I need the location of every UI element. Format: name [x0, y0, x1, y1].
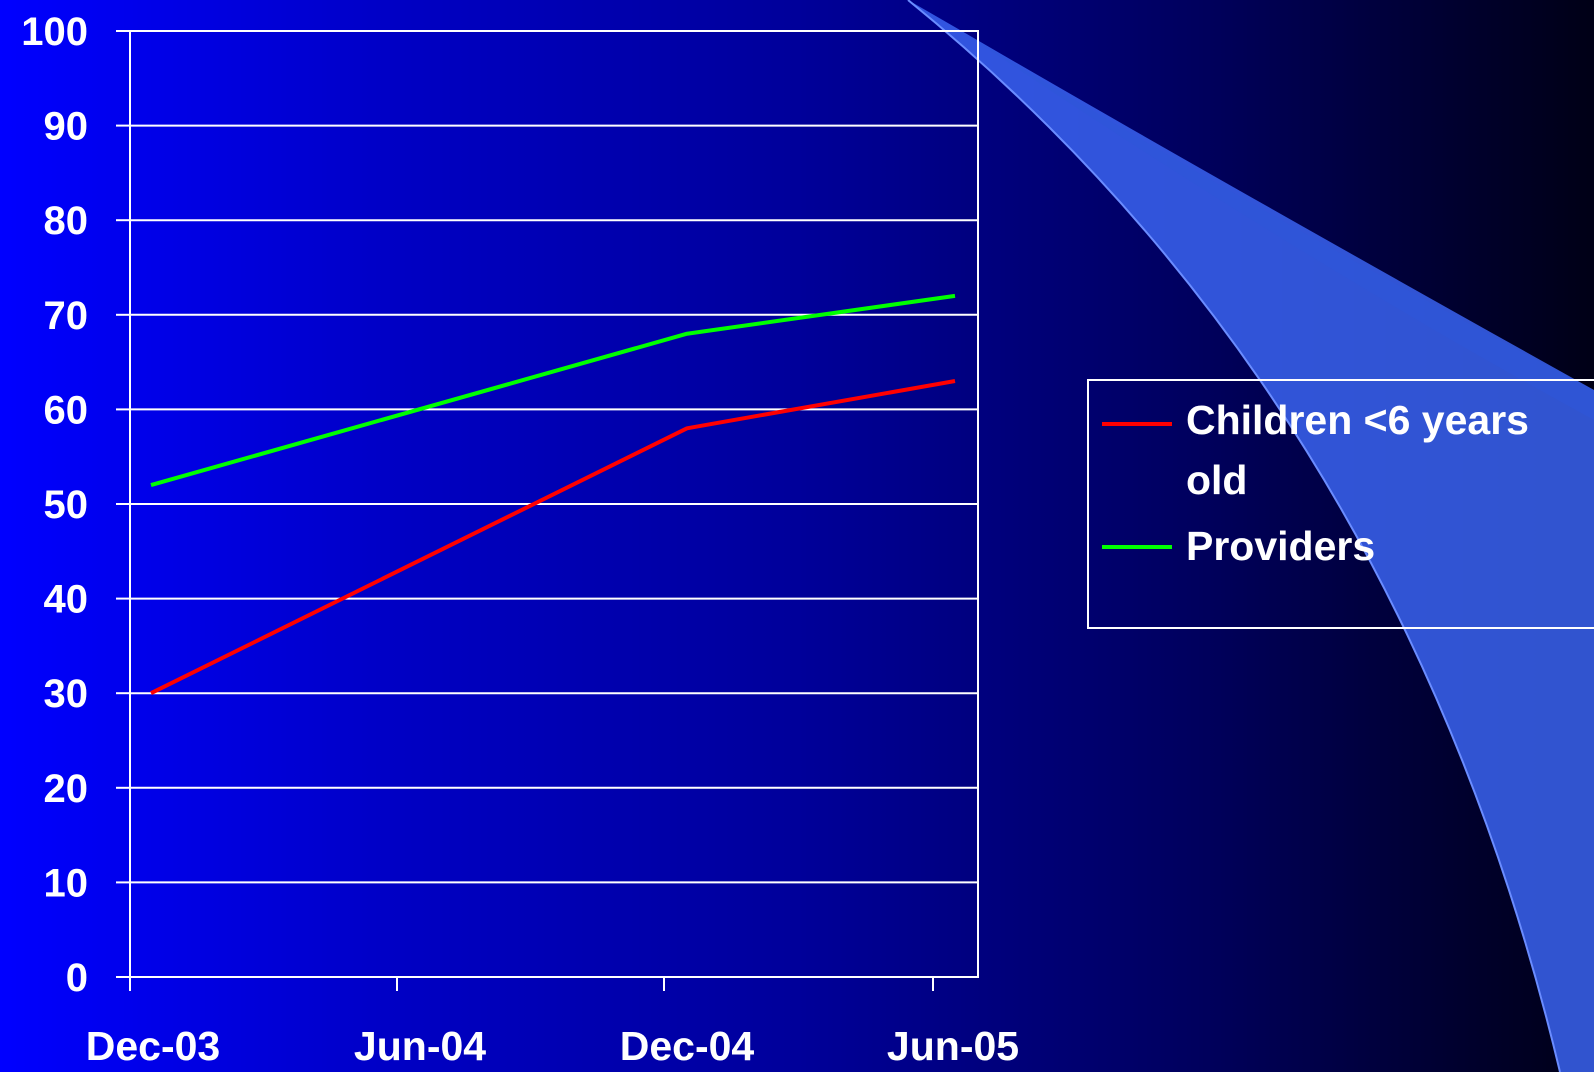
y-tick-label: 0	[66, 956, 88, 1000]
legend-label: Children <6 years	[1186, 397, 1529, 443]
legend-box	[1087, 379, 1594, 629]
x-tick-label: Jun-04	[354, 1023, 486, 1069]
y-tick-label: 80	[44, 199, 89, 243]
series-line-children	[150, 379, 956, 695]
y-tick-label: 20	[44, 767, 89, 811]
y-tick-label: 100	[21, 10, 88, 54]
y-tick-label: 50	[44, 483, 89, 527]
legend-label: Providers	[1186, 523, 1375, 569]
x-tick-label: Dec-04	[620, 1023, 755, 1069]
x-axis-ticks: Dec-03 Jun-04 Dec-04 Jun-05	[86, 977, 1019, 1069]
legend-label: old	[1186, 457, 1247, 503]
decorative-swoosh	[907, 0, 1594, 1072]
y-tick-label: 90	[44, 105, 89, 149]
x-tick-label: Jun-05	[887, 1023, 1019, 1069]
y-axis-ticks: 0 10 20 30 40 50 60 70 80 90 100	[21, 10, 130, 1000]
y-tick-label: 40	[44, 578, 89, 622]
legend-items: Children <6 years old Providers	[1102, 397, 1529, 569]
grid-lines	[130, 124, 978, 884]
series-lines	[150, 293, 956, 695]
legend: Children <6 years old Providers	[1087, 379, 1594, 629]
x-tick-label: Dec-03	[86, 1023, 220, 1069]
y-tick-label: 60	[44, 388, 89, 432]
y-tick-label: 10	[44, 861, 89, 905]
y-tick-label: 70	[44, 294, 89, 338]
series-line-providers	[150, 293, 956, 488]
y-tick-label: 30	[44, 672, 89, 716]
